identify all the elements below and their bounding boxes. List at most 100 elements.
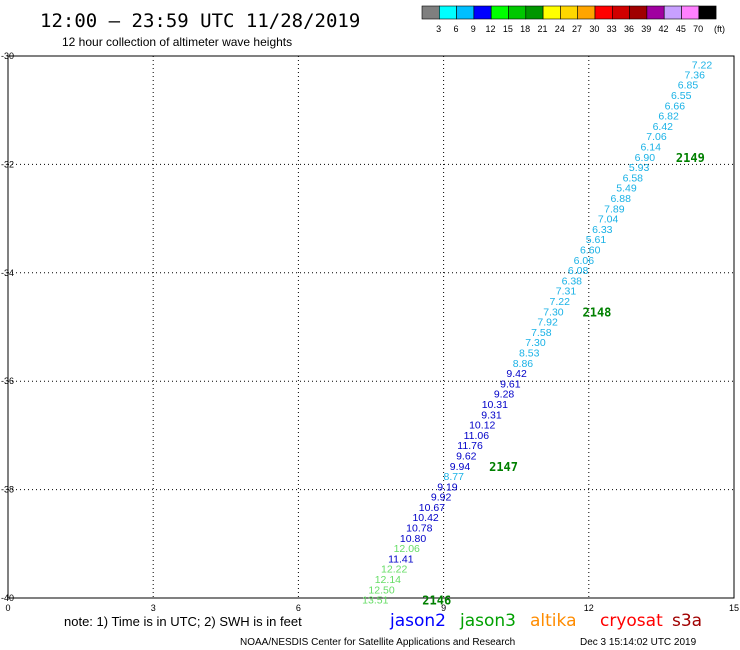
y-tick-label: -30 bbox=[1, 51, 14, 61]
data-point: 7.22 bbox=[549, 296, 570, 308]
data-point: 6.06 bbox=[574, 255, 595, 267]
legend-swatch bbox=[681, 5, 700, 20]
data-point: 5.61 bbox=[586, 234, 607, 246]
satellite-label-jason3: jason3 bbox=[459, 611, 516, 631]
data-point: 12.06 bbox=[394, 543, 420, 555]
x-tick-label: 12 bbox=[584, 603, 594, 613]
data-point: 10.80 bbox=[400, 533, 426, 545]
legend-swatch bbox=[560, 5, 579, 20]
data-point: 8.86 bbox=[513, 358, 534, 370]
data-point: 11.41 bbox=[388, 553, 414, 565]
legend-tick-label: 24 bbox=[555, 24, 565, 34]
data-point: 10.67 bbox=[419, 502, 445, 514]
chart-subtitle: 12 hour collection of altimeter wave hei… bbox=[62, 35, 292, 49]
data-point: 6.82 bbox=[658, 111, 679, 123]
footer-timestamp: Dec 3 15:14:02 UTC 2019 bbox=[580, 637, 697, 648]
data-point: 9.28 bbox=[494, 389, 515, 401]
legend-tick-label: 30 bbox=[589, 24, 599, 34]
y-tick-label: -36 bbox=[1, 376, 14, 386]
legend-tick-label: 45 bbox=[676, 24, 686, 34]
satellite-legend: jason2 jason3 altika cryosat s3a bbox=[389, 611, 702, 631]
legend-tick-label: 12 bbox=[486, 24, 496, 34]
chart-title: 12:00 – 23:59 UTC 11/28/2019 bbox=[40, 10, 360, 32]
color-scale-legend: 3 6 9 12 15 18 21 24 27 30 33 36 39 42 45 70 bbox=[421, 5, 717, 34]
data-point: 7.30 bbox=[543, 306, 564, 318]
pass-number-labels: 2149 2148 2147 2146 bbox=[422, 151, 705, 608]
plot-frame bbox=[7, 55, 735, 599]
data-point: 6.33 bbox=[592, 224, 613, 236]
data-point: 9.62 bbox=[456, 450, 477, 462]
x-tick-label: 9 bbox=[441, 603, 446, 613]
satellite-label-jason2: jason2 bbox=[389, 611, 446, 631]
satellite-label-altika: altika bbox=[530, 611, 577, 631]
data-point: 10.31 bbox=[482, 399, 508, 411]
legend-swatch bbox=[611, 5, 630, 20]
footer-credit: NOAA/NESDIS Center for Satellite Applica… bbox=[240, 637, 515, 648]
data-point: 13.51 bbox=[362, 595, 388, 607]
data-point: 7.04 bbox=[598, 214, 619, 226]
legend-swatch bbox=[542, 5, 561, 20]
data-point: 9.42 bbox=[506, 368, 527, 380]
legend-tick-label: 6 bbox=[453, 24, 458, 34]
legend-swatch bbox=[646, 5, 665, 20]
y-tick-label: -32 bbox=[1, 159, 14, 169]
data-point: 6.55 bbox=[671, 90, 692, 102]
satellite-label-cryosat: cryosat bbox=[600, 611, 663, 631]
data-point: 9.92 bbox=[431, 492, 452, 504]
data-point: 10.78 bbox=[406, 523, 432, 535]
data-point: 9.94 bbox=[450, 461, 471, 473]
data-point: 11.76 bbox=[457, 440, 483, 452]
y-tick-label: -38 bbox=[1, 485, 14, 495]
x-tick-label: 6 bbox=[296, 603, 301, 613]
data-point: 8.53 bbox=[519, 347, 540, 359]
data-point: 6.38 bbox=[562, 275, 583, 287]
data-point: 6.85 bbox=[678, 80, 699, 92]
data-point: 10.42 bbox=[412, 512, 438, 524]
data-point: 10.12 bbox=[469, 420, 495, 432]
pass-number-label: 2148 bbox=[583, 305, 612, 319]
data-point: 7.30 bbox=[525, 337, 546, 349]
data-point: 7.89 bbox=[604, 203, 625, 215]
data-point: 12.22 bbox=[381, 564, 407, 576]
data-point: 9.31 bbox=[481, 409, 502, 421]
legend-tick-label: 39 bbox=[641, 24, 651, 34]
legend-swatch bbox=[473, 5, 492, 20]
legend-swatch bbox=[421, 5, 440, 20]
legend-swatch bbox=[663, 5, 682, 20]
data-point: 11.06 bbox=[464, 430, 490, 442]
legend-tick-label: 15 bbox=[503, 24, 513, 34]
x-axis-labels: 0 3 6 9 12 15 bbox=[5, 603, 739, 613]
satellite-label-s3a: s3a bbox=[672, 611, 702, 631]
legend-swatch bbox=[490, 5, 509, 20]
legend-unit: (ft) bbox=[714, 24, 725, 34]
data-point: 5.93 bbox=[629, 162, 650, 174]
legend-swatch bbox=[577, 5, 596, 20]
data-point: 8.77 bbox=[443, 471, 464, 483]
data-point: 6.58 bbox=[623, 172, 644, 184]
data-point: 9.61 bbox=[500, 378, 521, 390]
data-point: 9.19 bbox=[437, 481, 458, 493]
legend-tick-label: 36 bbox=[624, 24, 634, 34]
legend-tick-label: 18 bbox=[520, 24, 530, 34]
y-axis-labels: -30 -32 -34 -36 -38 -40 bbox=[1, 51, 14, 603]
legend-swatch bbox=[438, 5, 457, 20]
legend-tick-label: 9 bbox=[471, 24, 476, 34]
legend-tick-label: 21 bbox=[537, 24, 547, 34]
wave-height-labels: 7.227.366.856.556.666.826.427.066.146.90… bbox=[362, 60, 712, 607]
data-point: 7.06 bbox=[646, 131, 667, 143]
legend-tick-label: 70 bbox=[693, 24, 703, 34]
data-point: 12.14 bbox=[375, 574, 401, 586]
pass-number-label: 2146 bbox=[422, 594, 451, 608]
data-point: 6.60 bbox=[580, 244, 601, 256]
data-point: 6.08 bbox=[568, 265, 589, 277]
grid-lines bbox=[8, 56, 734, 598]
legend-tick-label: 3 bbox=[436, 24, 441, 34]
data-point: 7.92 bbox=[537, 317, 558, 329]
legend-swatch bbox=[594, 5, 613, 20]
legend-tick-label: 42 bbox=[659, 24, 669, 34]
data-point: 6.66 bbox=[665, 100, 686, 112]
data-point: 7.31 bbox=[556, 286, 577, 298]
x-tick-label: 15 bbox=[729, 603, 739, 613]
pass-number-label: 2149 bbox=[676, 151, 705, 165]
